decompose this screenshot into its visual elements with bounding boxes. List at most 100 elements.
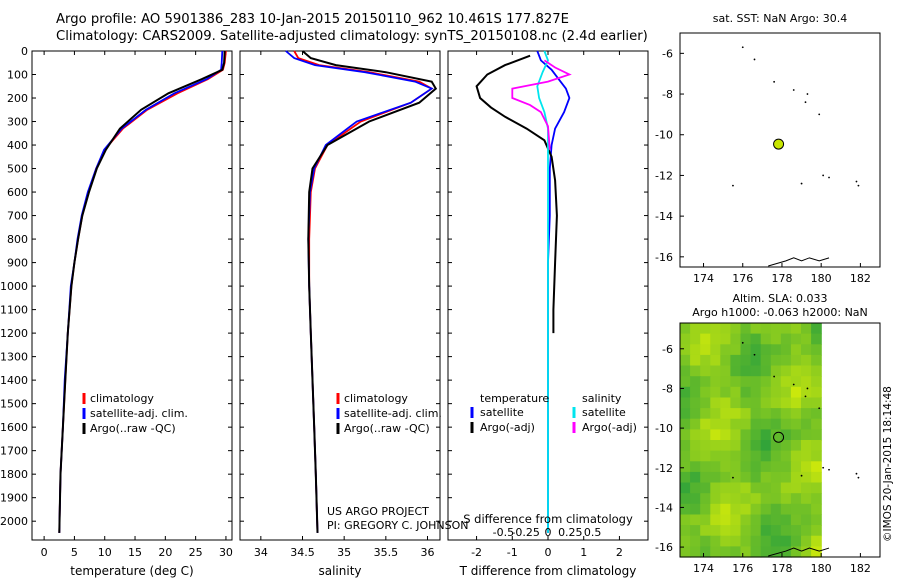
sla_map-island: [822, 466, 825, 469]
sla-heatmap-cell: [680, 333, 691, 345]
sst_map-coastline: [768, 257, 830, 267]
sla-heatmap-cell: [740, 333, 752, 345]
sla-heatmap-cell: [750, 344, 762, 356]
sla-heatmap-cell: [740, 461, 752, 473]
sla-heatmap-cell: [790, 482, 802, 494]
sla-heatmap-cell: [760, 376, 772, 388]
sla-heatmap-cell: [730, 354, 742, 367]
sla-heatmap-cell: [790, 397, 802, 409]
sla-heatmap-cell: [770, 525, 782, 537]
sla-heatmap-cell: [801, 503, 812, 515]
sla-heatmap-cell: [730, 482, 742, 494]
sst_map-island: [857, 184, 860, 187]
sla-heatmap-cell: [770, 397, 782, 409]
sla-heatmap-cell: [790, 461, 802, 473]
sla-heatmap-cell: [690, 546, 701, 558]
sla-heatmap-cell: [770, 344, 782, 356]
sla-heatmap-cell: [730, 503, 742, 515]
sla-heatmap-cell: [801, 376, 812, 388]
sla-heatmap-cell: [780, 440, 792, 452]
sla-heatmap-cell: [750, 365, 762, 377]
sla-heatmap-cell: [790, 440, 802, 452]
salinity-legend-label: satellite-adj. clim.: [344, 407, 442, 420]
diff-legend-title-t: temperature: [480, 392, 549, 405]
differences-series-s-satellite: [536, 50, 549, 533]
differences-xlabel: T difference from climatology: [459, 564, 637, 578]
sla-heatmap-cell: [750, 493, 762, 505]
sla-heatmap-cell: [690, 333, 701, 345]
depth-tick-label: 1700: [0, 445, 28, 458]
sla-heatmap-cell: [780, 546, 792, 558]
depth-tick-label: 2000: [0, 515, 28, 528]
sla-heatmap-cell: [710, 333, 721, 345]
sst-map-frame: [679, 32, 881, 268]
sla_map-ytick-label: -12: [655, 462, 673, 475]
temperature-xlabel: temperature (deg C): [70, 564, 193, 578]
sla-heatmap-cell: [750, 429, 762, 441]
sla-heatmap-cell: [780, 482, 792, 494]
sla-heatmap-cell: [730, 333, 742, 345]
sla-heatmap-cell: [780, 376, 792, 388]
temperature-frame: [31, 50, 233, 541]
sdiff-top-tick-label: 0.5: [584, 526, 602, 539]
salinity-xtick-label: 36: [421, 546, 435, 559]
sla-heatmap-cell: [790, 354, 802, 367]
sla_map-ytick-label: -14: [655, 501, 673, 514]
sla-heatmap-cell: [710, 408, 721, 420]
sla-heatmap-cell: [730, 376, 742, 388]
sla-heatmap-cell: [760, 386, 772, 398]
sla-heatmap-cell: [811, 354, 822, 367]
sla-heatmap-cell: [770, 376, 782, 388]
salinity-xtick-label: 35.5: [374, 546, 399, 559]
differences-series-s-argo-adj-: [511, 59, 572, 150]
temperature-xtick-label: 15: [128, 546, 142, 559]
depth-tick-label: 800: [7, 233, 28, 246]
sla_map-ytick-label: -10: [655, 422, 673, 435]
salinity-legend-label: climatology: [344, 392, 408, 405]
temperature-xtick-label: 5: [71, 546, 78, 559]
sla-heatmap-cell: [680, 482, 691, 494]
sla-heatmap-cell: [720, 471, 731, 484]
sla-heatmap-cell: [770, 503, 782, 515]
depth-tick-label: 400: [7, 139, 28, 152]
temperature-xtick-label: 0: [41, 546, 48, 559]
sla-heatmap-cell: [801, 535, 812, 547]
sla-heatmap-cell: [760, 471, 772, 484]
sla-heatmap-cell: [710, 546, 721, 558]
sla-heatmap-cell: [801, 418, 812, 430]
sla-heatmap-cell: [790, 546, 802, 558]
sdiff-top-tick-label: 0: [545, 526, 552, 539]
sla-heatmap-cell: [730, 461, 742, 473]
sla-heatmap-cell: [690, 386, 701, 398]
sla-heatmap-cell: [750, 376, 762, 388]
sla-heatmap-cell: [811, 323, 822, 335]
sla-heatmap-cell: [750, 471, 762, 484]
sla_map-xtick-label: 182: [850, 562, 871, 575]
differences-xtick-label: 2: [616, 546, 623, 559]
sla-heatmap-cell: [740, 376, 752, 388]
sla-heatmap-cell: [770, 440, 782, 452]
sla-heatmap-cell: [690, 493, 701, 505]
sla-heatmap-cell: [801, 440, 812, 452]
temperature-xtick-label: 25: [189, 546, 203, 559]
sla-heatmap-cell: [780, 418, 792, 430]
sla-heatmap-cell: [760, 408, 772, 420]
sla_map-ytick-label: -6: [662, 343, 673, 356]
sla-heatmap-cell: [680, 450, 691, 462]
sla-heatmap-cell: [720, 408, 731, 420]
sla-heatmap-cell: [790, 493, 802, 505]
sla-heatmap-cell: [690, 354, 701, 367]
sla-heatmap-cell: [720, 525, 731, 537]
sla-heatmap-cell: [730, 546, 742, 558]
sla-heatmap-cell: [690, 482, 701, 494]
sla-heatmap-cell: [740, 546, 752, 558]
sla-heatmap-cell: [760, 333, 772, 345]
sla-heatmap-cell: [740, 429, 752, 441]
sla_map-island: [792, 383, 795, 386]
depth-tick-label: 1800: [0, 468, 28, 481]
sla-heatmap-cell: [801, 344, 812, 356]
sla_map-island: [773, 375, 776, 378]
differences-xtick-label: -1: [507, 546, 518, 559]
sla-heatmap-cell: [760, 514, 772, 526]
sla-heatmap-cell: [780, 535, 792, 547]
